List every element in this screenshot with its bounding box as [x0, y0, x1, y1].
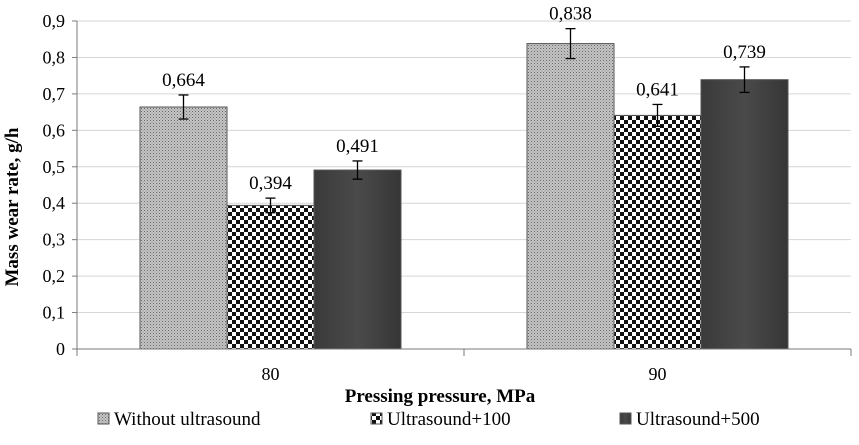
y-tick-label: 0,1: [43, 303, 66, 323]
y-tick-label: 0,5: [43, 157, 66, 177]
y-tick-label: 0,7: [43, 84, 66, 104]
error-bar: [178, 94, 189, 120]
data-label: 0,641: [636, 79, 679, 100]
bar-dark: [313, 169, 402, 350]
data-label: 0,838: [549, 4, 592, 25]
data-label: 0,491: [336, 136, 379, 157]
data-label: 0,739: [723, 42, 766, 63]
y-axis-title: Mass wear rate, g/h: [2, 127, 23, 286]
data-labels: 0,664 0,394 0,491 0,838 0,641 0,739: [162, 4, 766, 194]
data-label: 0,664: [162, 70, 205, 91]
bar-fine-dots: [139, 106, 228, 350]
bar-checker: [226, 204, 315, 350]
data-label: 0,394: [249, 173, 292, 194]
y-tick-label: 0,6: [43, 120, 66, 140]
legend-swatch: [97, 412, 110, 425]
bars: [139, 43, 789, 350]
legend-label: Ultrasound+500: [636, 409, 760, 430]
y-axis-ticks: 0 0,1 0,2 0,3 0,4 0,5 0,6 0,7 0,8 0,9: [43, 11, 77, 359]
error-bars: [178, 28, 750, 214]
error-bar: [652, 103, 663, 127]
error-bar: [265, 197, 276, 214]
y-tick-label: 0,8: [43, 47, 66, 67]
x-category-label: 80: [262, 364, 280, 384]
error-bar: [565, 28, 576, 60]
legend: Without ultrasound Ultrasound+100 Ultrasou…: [97, 409, 760, 430]
legend-entry: Ultrasound+500: [619, 409, 760, 430]
y-tick-label: 0,3: [43, 230, 66, 250]
error-bar: [739, 66, 750, 94]
x-axis-title: Pressing pressure, MPa: [345, 386, 536, 407]
bar-fine-dots: [526, 43, 615, 350]
error-bar: [352, 160, 363, 180]
bar-dark: [700, 79, 789, 350]
y-tick-label: 0,9: [43, 11, 66, 31]
x-category-label: 90: [649, 364, 667, 384]
y-tick-label: 0,4: [43, 193, 66, 213]
bar-checker: [613, 114, 702, 350]
legend-entry: Ultrasound+100: [370, 409, 511, 430]
legend-label: Ultrasound+100: [387, 409, 511, 430]
y-tick-label: 0: [56, 339, 65, 359]
axes: [76, 21, 852, 356]
legend-entry: Without ultrasound: [97, 409, 261, 430]
legend-label: Without ultrasound: [114, 409, 261, 430]
y-tick-label: 0,2: [43, 266, 66, 286]
x-axis-categories: 80 90: [262, 364, 667, 384]
legend-swatch: [619, 412, 632, 425]
legend-swatch: [370, 412, 383, 425]
